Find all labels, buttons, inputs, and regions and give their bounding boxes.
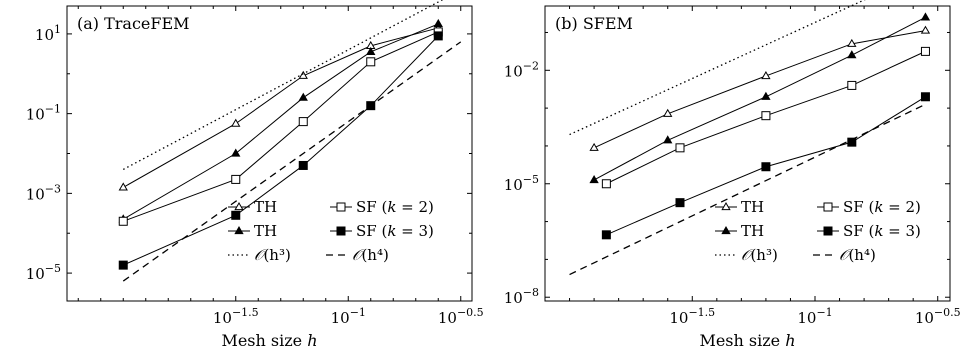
legend-label: TH (741, 198, 764, 216)
series-line (122, 41, 462, 282)
series-3 (601, 46, 930, 189)
legend-label: TH (254, 222, 277, 240)
data-point (761, 70, 771, 80)
legend-swatch-marker (336, 226, 346, 236)
series-6 (569, 103, 926, 276)
data-point (920, 12, 931, 21)
panel-title: (b) SFEM (555, 14, 633, 33)
data-point (298, 160, 308, 170)
chart-panel-2: (b) SFEM 10−1.5 10−1 10−0.5 10−2 10−5 10−8 Mesh… (504, 0, 961, 350)
y-tick-label: 101 (35, 23, 61, 44)
data-point (118, 182, 128, 191)
legend-label: 𝒪(h⁴) (839, 246, 876, 264)
y-tick-label: 10−5 (26, 262, 61, 283)
legend-label: 𝒪(h³) (254, 246, 291, 264)
legend-label: SF (k = 2) (843, 198, 921, 216)
y-tick-label: 10−8 (504, 286, 539, 307)
series-5 (122, 0, 444, 171)
series-1 (589, 25, 931, 151)
y-tick-label: 10−3 (26, 182, 61, 203)
chart-panel-1: (a) TraceFEM 10−1.5 10−1 10−0.5 101 10−1 10−3 1… (26, 0, 484, 350)
data-point (298, 117, 308, 127)
data-point (761, 162, 771, 172)
x-axis-title: Mesh size h (221, 331, 317, 350)
data-point (847, 38, 857, 47)
x-tick-label: 10−1.5 (213, 306, 259, 327)
plot-frame (544, 5, 951, 302)
x-tick-label: 10−1 (331, 306, 366, 327)
series-1 (118, 22, 443, 191)
legend-swatch-marker (721, 225, 731, 235)
legend-swatch-marker (234, 201, 244, 211)
series-line (122, 0, 444, 171)
series-line (123, 31, 439, 222)
series-line (569, 103, 926, 276)
series-4 (601, 92, 930, 240)
data-point (675, 143, 685, 153)
data-point (663, 135, 673, 144)
x-tick-label: 10−0.5 (438, 306, 484, 327)
legend-label: 𝒪(h³) (741, 246, 778, 264)
x-tick-label: 10−1 (797, 306, 832, 327)
legend: TH SF (k = 2) TH SF (k = 3) 𝒪(h³) 𝒪(h⁴) (228, 198, 434, 264)
data-point (231, 148, 241, 157)
data-point (433, 18, 443, 28)
x-tick-label: 10−0.5 (915, 306, 961, 327)
series-6 (122, 41, 462, 282)
panel-title: (a) TraceFEM (77, 14, 190, 33)
series-line (593, 30, 926, 149)
legend-label: TH (741, 222, 764, 240)
data-point (601, 230, 611, 240)
data-point (663, 108, 673, 117)
data-point (847, 137, 857, 147)
data-point (366, 46, 376, 55)
data-point (920, 25, 931, 34)
data-point (920, 46, 930, 56)
data-point (433, 31, 443, 41)
data-point (118, 216, 128, 226)
data-point (601, 179, 611, 189)
x-axis-title: Mesh size h (699, 331, 795, 350)
data-point (366, 57, 376, 67)
legend-label: SF (k = 3) (843, 222, 921, 240)
series-2 (118, 18, 443, 223)
series-line (593, 16, 926, 181)
series-2 (589, 12, 931, 184)
legend-swatch-marker (823, 226, 833, 236)
y-tick-label: 10−1 (26, 103, 61, 124)
legend-label: SF (k = 3) (356, 222, 434, 240)
data-point (847, 80, 857, 90)
data-point (589, 174, 599, 184)
y-tick-label: 10−2 (504, 59, 539, 80)
data-point (589, 142, 599, 151)
legend: TH SF (k = 2) TH SF (k = 3) 𝒪(h³) 𝒪(h⁴) (715, 198, 921, 264)
legend-swatch-marker (234, 225, 244, 235)
legend-swatch-marker (336, 202, 346, 212)
data-point (675, 198, 685, 208)
legend-label: 𝒪(h⁴) (352, 246, 389, 264)
data-point (761, 91, 771, 100)
legend-swatch-marker (823, 202, 833, 212)
x-tick-label: 10−1.5 (669, 306, 715, 327)
y-tick-label: 10−5 (504, 173, 539, 194)
data-point (118, 260, 128, 270)
series-3 (118, 27, 443, 226)
data-point (847, 50, 857, 59)
data-point (761, 111, 771, 121)
legend-label: SF (k = 2) (356, 198, 434, 216)
data-point (231, 210, 241, 220)
legend-swatch-marker (721, 201, 731, 211)
data-point (920, 92, 930, 102)
data-point (231, 174, 241, 184)
data-point (298, 70, 308, 79)
series-line (123, 27, 439, 188)
data-point (298, 92, 308, 101)
data-point (231, 118, 241, 127)
legend-label: TH (254, 198, 277, 216)
